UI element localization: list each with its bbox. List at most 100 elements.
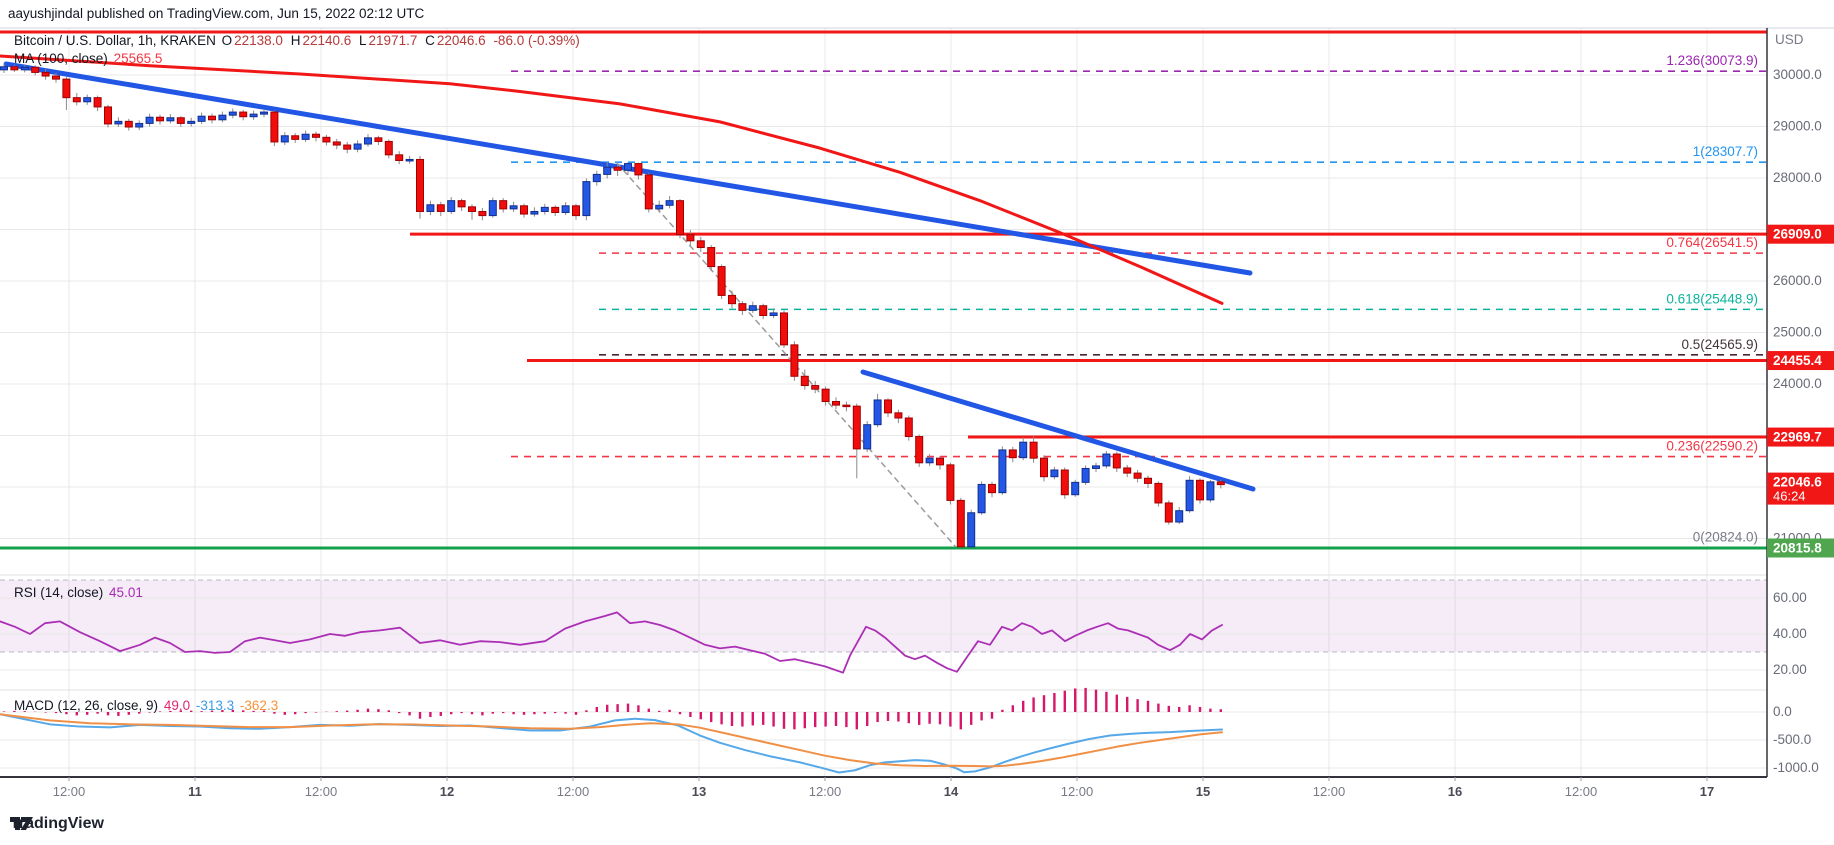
candle-up — [488, 200, 497, 217]
candle-up — [1081, 467, 1090, 483]
candle-down — [31, 66, 40, 73]
candle-up — [509, 205, 518, 210]
fib-level-label: 0(20824.0) — [1693, 530, 1758, 545]
candle-up — [873, 399, 882, 426]
time-tick-label: 12:00 — [557, 784, 590, 799]
price-badge-text: 22046.6 — [1773, 475, 1822, 490]
rsi-tick-label: 40.00 — [1773, 626, 1807, 641]
fib-level-label: 0.764(26541.5) — [1666, 235, 1758, 250]
rsi-label: RSI (14, close) — [14, 585, 104, 600]
candle-down — [946, 464, 955, 501]
candle-up — [863, 424, 872, 450]
fib-level-label: 0.5(24565.9) — [1681, 337, 1758, 352]
candle-down — [1154, 482, 1163, 504]
trendline — [860, 369, 1256, 492]
candle-up — [582, 181, 591, 217]
macd-hist-value: 49.0 — [163, 698, 191, 713]
price-tick-label: 28000.0 — [1773, 170, 1822, 185]
candle-down — [988, 483, 996, 494]
candle-up — [1050, 469, 1059, 478]
candle-up — [135, 122, 144, 128]
time-tick-label: 12:00 — [1313, 784, 1346, 799]
candle-down — [821, 388, 830, 403]
candle-down — [384, 140, 393, 156]
candle-down — [156, 116, 164, 122]
ohlc-high: H 22140.6 — [290, 33, 352, 48]
macd-label: MACD (12, 26, close, 9) — [14, 698, 159, 713]
price-badge-text: 24455.4 — [1773, 353, 1822, 368]
candle-up — [166, 117, 175, 122]
time-tick-label: 12:00 — [1061, 784, 1094, 799]
candle-up — [353, 143, 362, 150]
candle-down — [686, 234, 695, 242]
candle-down — [291, 135, 300, 140]
candle-down — [800, 375, 809, 387]
ma-legend[interactable]: MA (100, close) 25565.5 — [14, 51, 164, 66]
fib-trend-dashed-line — [616, 162, 956, 547]
candle-down — [936, 457, 944, 466]
candle-down — [811, 385, 820, 390]
candle-down — [780, 312, 788, 346]
price-badge — [1767, 427, 1834, 447]
macd-line — [0, 713, 1223, 774]
rsi-line — [0, 611, 1223, 674]
candle-up — [0, 66, 8, 71]
price-badge-countdown: 46:24 — [1773, 489, 1806, 504]
time-tick-label: 11 — [188, 784, 202, 799]
candle-down — [239, 111, 248, 118]
ma-value: 25565.5 — [113, 51, 163, 66]
candle-up — [364, 137, 372, 145]
price-badge — [1767, 224, 1834, 244]
candle-up — [1206, 481, 1215, 501]
time-tick-label: 12:00 — [305, 784, 338, 799]
price-tick-label: 29000.0 — [1773, 119, 1822, 134]
price-badge-text: 20815.8 — [1773, 540, 1822, 555]
candle-down — [457, 200, 466, 208]
candle-up — [260, 111, 268, 115]
fib-level-label: 0.236(22590.2) — [1666, 439, 1758, 454]
candle-down — [208, 115, 216, 121]
rsi-legend[interactable]: RSI (14, close) 45.01 — [14, 585, 145, 600]
candle-up — [561, 205, 570, 214]
attribution-text: aayushjindal published on TradingView.co… — [8, 6, 425, 21]
candle-down — [332, 141, 341, 146]
candle-down — [1144, 477, 1152, 484]
candle-down — [436, 204, 445, 212]
price-badge — [1767, 351, 1834, 371]
symbol-legend[interactable]: Bitcoin / U.S. Dollar, 1h, KRAKEN O 22138… — [14, 33, 582, 48]
candle-down — [613, 166, 622, 171]
ma100-line — [0, 54, 1224, 305]
macd-tick-label: -500.0 — [1773, 732, 1811, 747]
candle-down — [634, 163, 643, 176]
ohlc-close: C 22046.6 — [425, 33, 486, 48]
candle-down — [312, 133, 320, 138]
candle-up — [1102, 453, 1111, 467]
candle-up — [655, 204, 664, 210]
candle-down — [52, 75, 60, 80]
candle-up — [1175, 510, 1184, 523]
candle-up — [20, 66, 29, 71]
macd-legend[interactable]: MACD (12, 26, close, 9) 49.0 -313.3 -362… — [14, 698, 280, 713]
candle-down — [832, 401, 840, 406]
tradingview-logo[interactable]: TradingView — [10, 815, 104, 833]
candle-up — [218, 114, 227, 121]
ohlc-low: L 21971.7 — [359, 33, 418, 48]
candle-up — [405, 158, 414, 162]
time-tick-label: 12:00 — [53, 784, 86, 799]
candle-up — [280, 135, 289, 143]
candle-down — [707, 247, 716, 268]
candle-down — [842, 404, 851, 408]
macd-signal-value: -362.3 — [239, 698, 279, 713]
ohlc-open: O 22138.0 — [221, 33, 283, 48]
candle-down — [1008, 449, 1017, 459]
candle-down — [759, 305, 768, 317]
candle-down — [1112, 453, 1121, 469]
candle-up — [1092, 465, 1100, 469]
candle-up — [925, 457, 934, 464]
candle-down — [1060, 469, 1069, 496]
candle-up — [114, 120, 123, 125]
fib-level-label: 1.236(30073.9) — [1666, 53, 1758, 68]
candle-down — [572, 205, 580, 217]
candle-down — [41, 71, 50, 77]
